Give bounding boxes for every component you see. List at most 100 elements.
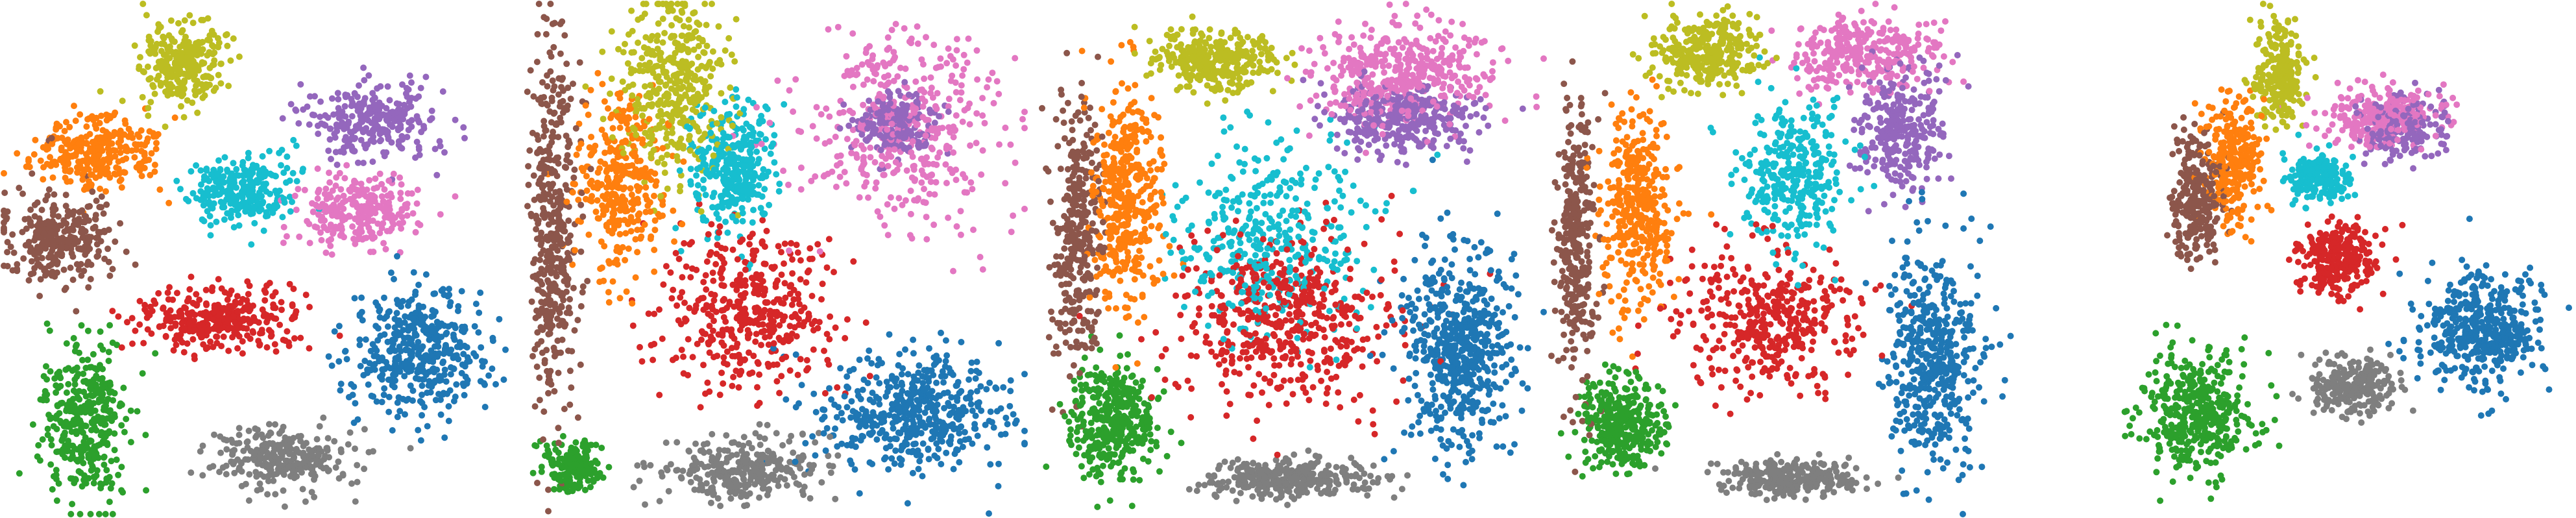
point-green	[77, 404, 84, 411]
point-brown	[45, 186, 53, 193]
point-cyan	[202, 190, 208, 197]
point-cyan	[224, 166, 230, 173]
point-brown	[545, 389, 552, 397]
point-red	[786, 323, 794, 330]
point-blue	[463, 344, 470, 351]
point-brown	[570, 80, 576, 88]
point-gray	[335, 458, 342, 465]
point-brown	[539, 305, 545, 312]
point-green	[63, 389, 70, 396]
point-red	[776, 389, 783, 397]
point-blue	[489, 365, 496, 372]
point-brown	[57, 236, 64, 243]
point-orange	[127, 130, 134, 137]
point-red	[213, 333, 220, 340]
point-cyan	[220, 173, 227, 180]
point-cyan	[702, 191, 709, 199]
point-green	[142, 432, 149, 439]
point-red	[239, 338, 246, 345]
point-gray	[245, 427, 252, 434]
point-orange	[632, 274, 639, 281]
point-cyan	[745, 96, 752, 103]
point-olive	[629, 92, 636, 99]
point-red	[278, 299, 285, 306]
point-purple	[417, 84, 424, 92]
point-orange	[165, 199, 173, 206]
point-cyan	[733, 103, 740, 110]
point-blue	[443, 378, 450, 385]
point-olive	[119, 97, 126, 105]
point-orange	[634, 249, 641, 256]
point-gray	[365, 449, 372, 456]
point-orange	[627, 185, 634, 192]
point-orange	[83, 133, 90, 140]
point-orange	[88, 171, 95, 178]
point-orange	[1, 170, 7, 177]
point-red	[182, 304, 189, 312]
point-blue	[875, 395, 882, 402]
point-purple	[339, 119, 346, 126]
point-red	[234, 345, 241, 352]
point-orange	[117, 149, 124, 156]
point-gray	[197, 448, 204, 455]
point-blue	[430, 358, 437, 365]
point-pink	[357, 206, 364, 214]
point-blue	[397, 347, 404, 354]
point-green	[75, 371, 82, 378]
point-red	[226, 291, 233, 298]
point-orange	[102, 171, 109, 178]
point-purple	[415, 116, 422, 123]
point-red	[266, 280, 273, 286]
point-green	[139, 370, 146, 377]
point-green	[71, 376, 79, 383]
point-blue	[379, 371, 386, 378]
point-gray	[223, 446, 230, 453]
point-blue	[393, 310, 400, 317]
point-brown	[103, 201, 110, 208]
point-brown	[85, 258, 91, 265]
point-orange	[575, 217, 582, 225]
point-brown	[19, 190, 26, 197]
point-pink	[989, 69, 996, 77]
point-purple	[388, 139, 395, 146]
point-olive	[147, 99, 154, 106]
point-blue	[944, 389, 951, 396]
point-red	[202, 286, 210, 293]
point-blue	[421, 404, 428, 411]
point-brown	[112, 238, 119, 245]
point-pink	[950, 267, 956, 275]
point-red	[209, 284, 216, 291]
point-pink	[372, 175, 379, 182]
point-purple	[397, 121, 404, 129]
point-cyan	[759, 193, 766, 200]
point-cyan	[284, 165, 291, 171]
point-green	[93, 427, 100, 434]
point-pink	[927, 179, 934, 186]
point-blue	[424, 389, 431, 397]
point-cyan	[293, 178, 300, 185]
point-olive	[204, 36, 211, 43]
point-red	[788, 330, 796, 338]
point-brown	[535, 136, 542, 143]
point-brown	[527, 67, 534, 74]
point-blue	[452, 393, 459, 401]
scatter-panel-1	[0, 0, 509, 518]
point-olive	[731, 58, 738, 65]
point-cyan	[188, 168, 195, 175]
point-blue	[405, 302, 411, 309]
point-brown	[16, 184, 23, 191]
point-olive	[212, 84, 219, 92]
point-green	[62, 442, 69, 449]
point-brown	[67, 264, 74, 271]
point-olive	[697, 136, 704, 143]
point-blue	[849, 434, 856, 441]
point-cyan	[251, 219, 258, 227]
point-cyan	[258, 174, 265, 181]
point-olive	[182, 33, 189, 40]
point-red	[712, 261, 720, 267]
point-brown	[539, 349, 546, 356]
point-red	[685, 336, 692, 343]
point-green	[118, 401, 125, 408]
point-red	[276, 321, 284, 328]
point-green	[533, 443, 540, 450]
